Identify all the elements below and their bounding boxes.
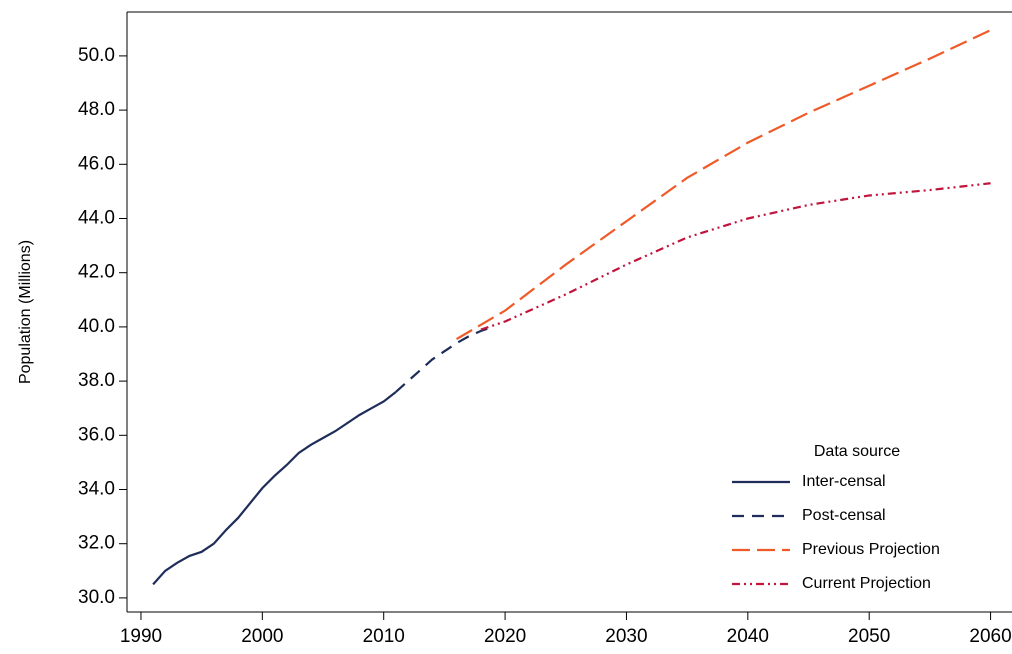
y-tick-label: 36.0: [78, 424, 115, 445]
y-tick-label: 46.0: [78, 153, 115, 174]
x-tick-label: 2040: [727, 626, 769, 647]
y-axis-label: Population (Millions): [17, 240, 34, 384]
legend-title: Data source: [814, 443, 900, 460]
y-tick-label: 44.0: [78, 208, 115, 229]
y-tick-label: 34.0: [78, 479, 115, 500]
x-tick-label: 2060: [969, 626, 1011, 647]
y-tick-label: 38.0: [78, 370, 115, 391]
series-line: [395, 325, 494, 393]
series-line: [152, 391, 397, 586]
x-tick-label: 2010: [363, 626, 405, 647]
y-tick-label: 42.0: [78, 262, 115, 283]
legend-label: Inter-censal: [802, 473, 886, 490]
series-line: [480, 182, 991, 331]
y-tick-label: 32.0: [78, 533, 115, 554]
series-line: [455, 29, 992, 341]
x-tick-label: 2050: [848, 626, 890, 647]
y-tick-label: 50.0: [78, 45, 115, 66]
x-tick-label: 2030: [605, 626, 647, 647]
legend-label: Previous Projection: [802, 541, 940, 558]
legend-label: Current Projection: [802, 575, 931, 592]
x-tick-label: 2000: [241, 626, 283, 647]
y-tick-label: 40.0: [78, 316, 115, 337]
x-tick-label: 2020: [484, 626, 526, 647]
legend-label: Post-censal: [802, 507, 886, 524]
y-tick-label: 48.0: [78, 99, 115, 120]
y-tick-label: 30.0: [78, 587, 115, 608]
x-tick-label: 1990: [120, 626, 162, 647]
